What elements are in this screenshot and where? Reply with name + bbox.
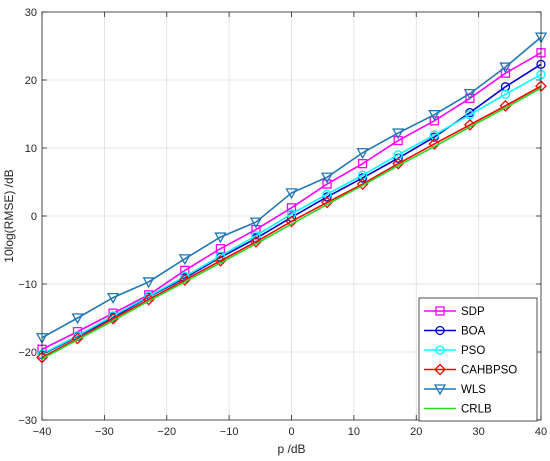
legend-label: CAHBPSO	[461, 365, 517, 377]
x-tick-label: 40	[535, 426, 547, 438]
y-tick-label: −20	[18, 347, 37, 359]
data-point	[499, 99, 512, 112]
data-point	[107, 312, 120, 325]
legend-marker	[435, 345, 445, 355]
legend-label: WLS	[461, 384, 486, 396]
data-point	[178, 254, 191, 266]
data-point	[428, 138, 441, 150]
data-point	[142, 293, 155, 306]
data-point	[356, 178, 369, 190]
data-point	[392, 157, 405, 170]
data-point	[71, 332, 84, 345]
data-point	[500, 68, 511, 78]
legend-item: PSO	[424, 345, 485, 357]
legend-item: CAHBPSO	[424, 363, 517, 377]
y-tick-label: 10	[25, 143, 37, 155]
legend-marker	[435, 325, 445, 336]
x-tick-label: −30	[95, 426, 114, 438]
legend-item: BOA	[424, 326, 486, 338]
data-point	[357, 158, 368, 169]
data-point	[356, 148, 369, 160]
series-line	[41, 52, 542, 350]
series-line	[41, 85, 542, 359]
data-point	[107, 292, 120, 304]
legend-marker	[435, 306, 445, 316]
data-point	[251, 224, 261, 235]
x-tick-label: −10	[220, 426, 239, 438]
data-point	[214, 254, 227, 267]
data-point	[428, 110, 441, 122]
legend-label: PSO	[461, 345, 485, 357]
y-tick-label: −30	[18, 415, 37, 427]
data-point	[392, 128, 405, 140]
data-point	[500, 89, 511, 99]
legend-item: CRLB	[424, 404, 492, 416]
data-point	[214, 232, 227, 244]
data-point	[463, 88, 476, 100]
legend-label: BOA	[461, 326, 486, 338]
series-wls	[35, 32, 548, 345]
data-point	[429, 116, 439, 126]
legend-item: WLS	[424, 384, 486, 396]
y-tick-label: 0	[31, 211, 37, 223]
x-tick-label: 0	[288, 426, 294, 438]
data-point	[71, 313, 84, 325]
x-tick-label: 10	[348, 426, 360, 438]
series-line	[41, 36, 542, 339]
data-point	[393, 135, 403, 146]
series-line	[41, 87, 542, 360]
x-tick-label: −40	[33, 426, 52, 438]
series-sdp	[37, 48, 546, 354]
data-point	[285, 188, 298, 200]
x-axis-label: p /dB	[277, 442, 305, 456]
legend-label: CRLB	[461, 404, 492, 416]
series-layer	[35, 32, 548, 364]
data-point	[286, 209, 297, 219]
legend-marker	[433, 384, 447, 396]
legend-label: SDP	[461, 306, 485, 318]
x-tick-label: −20	[157, 426, 176, 438]
legend: SDP BOA PSO CAHBPSO WLS CRLB	[418, 297, 538, 422]
data-point	[286, 203, 297, 213]
x-tick-label: 20	[410, 426, 422, 438]
data-point	[250, 235, 262, 248]
data-point	[178, 274, 191, 286]
data-point	[285, 215, 298, 228]
legend-item: SDP	[424, 306, 485, 318]
series-crlb	[41, 87, 542, 360]
data-point	[465, 110, 475, 120]
y-tick-label: 30	[25, 7, 37, 19]
legend-marker	[434, 363, 446, 376]
data-point	[142, 277, 155, 289]
y-tick-label: 20	[25, 75, 37, 87]
data-point	[499, 62, 512, 74]
data-point	[321, 196, 333, 209]
data-point	[249, 217, 263, 229]
x-tick-label: 30	[473, 426, 485, 438]
data-point	[322, 179, 332, 189]
data-point	[463, 118, 476, 131]
y-axis-label: 10log(RMSE) /dB	[2, 169, 16, 262]
legend-box	[418, 297, 538, 422]
data-point	[320, 172, 334, 184]
y-tick-label: −10	[18, 279, 37, 291]
data-point	[251, 231, 261, 241]
series-line	[41, 73, 542, 355]
